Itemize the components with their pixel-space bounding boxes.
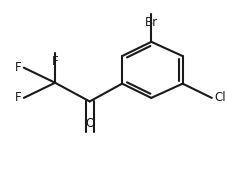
Text: F: F — [52, 55, 58, 68]
Text: F: F — [15, 61, 22, 74]
Text: Br: Br — [144, 16, 157, 29]
Text: F: F — [15, 91, 22, 104]
Text: Cl: Cl — [213, 91, 225, 104]
Text: O: O — [85, 117, 94, 130]
